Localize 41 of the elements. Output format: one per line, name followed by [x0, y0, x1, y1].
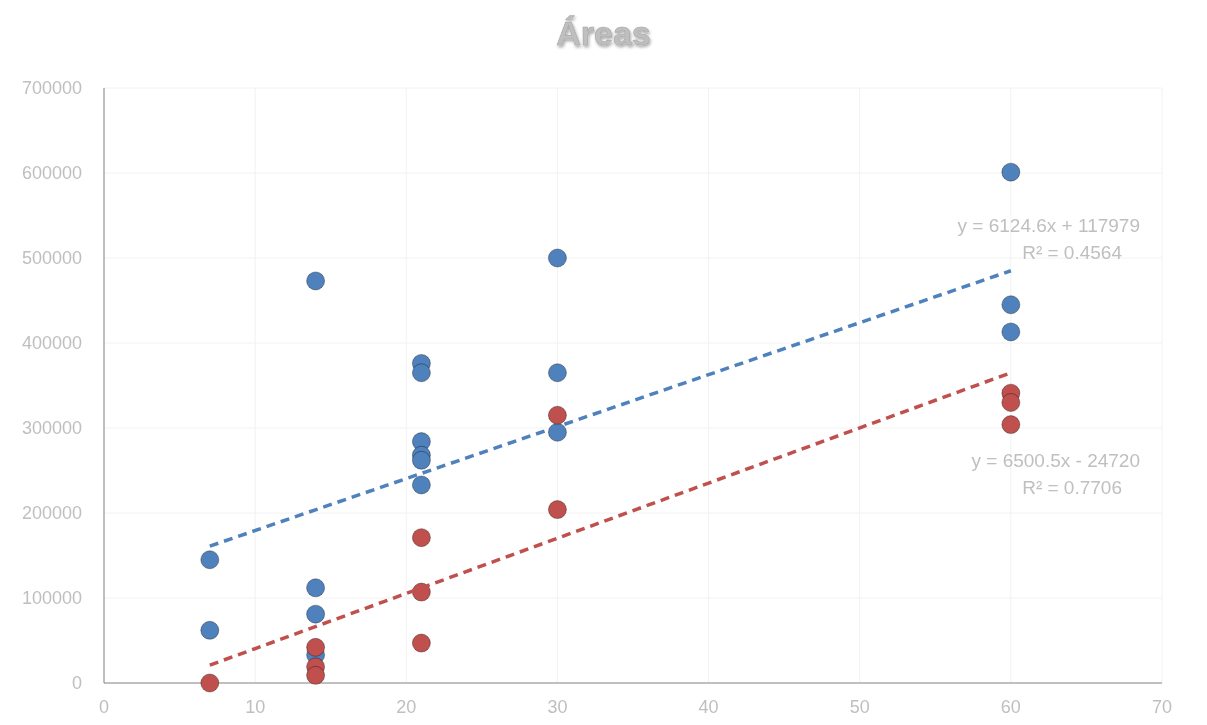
point	[411, 475, 431, 495]
point	[1001, 322, 1021, 342]
point	[1001, 162, 1021, 182]
y-tick-label: 400000	[21, 333, 82, 354]
point	[1001, 415, 1021, 435]
point	[411, 363, 431, 383]
x-tick-label: 70	[1151, 697, 1173, 717]
point	[306, 637, 326, 657]
point	[547, 363, 567, 383]
y-tick-label: 0	[71, 673, 82, 694]
point	[200, 620, 220, 640]
y-tick-label: 500000	[21, 248, 82, 269]
point	[306, 604, 326, 624]
point	[411, 528, 431, 548]
point	[1001, 393, 1021, 412]
point	[200, 673, 220, 693]
point	[547, 500, 567, 520]
x-tick-label: 60	[1000, 697, 1021, 717]
point	[1001, 295, 1021, 315]
point	[200, 550, 220, 570]
y-tick-label: 200000	[21, 503, 82, 524]
x-tick-label: 50	[849, 697, 870, 717]
y-tick-label: 600000	[21, 163, 82, 184]
x-tick-label: 30	[547, 697, 568, 717]
y-tick-label: 300000	[21, 418, 82, 439]
point	[306, 271, 326, 291]
x-tick-label: 0	[98, 697, 110, 717]
annotation: y = 6500.5x - 24720 R² = 0.7706	[971, 450, 1140, 498]
x-tick-label: 10	[245, 697, 266, 717]
x-tick-label: 40	[698, 697, 719, 717]
y-tick-label: 100000	[21, 588, 82, 609]
point	[547, 405, 567, 425]
x-tick-label: 20	[396, 697, 417, 717]
point	[411, 450, 431, 470]
point	[547, 248, 567, 268]
point	[306, 665, 326, 685]
point	[306, 578, 326, 598]
y-tick-label: 700000	[21, 78, 82, 99]
chart-title: Áreas	[556, 14, 651, 52]
point	[411, 633, 431, 653]
annotation: y = 6124.6x + 117979 R² = 0.4564	[957, 215, 1140, 263]
